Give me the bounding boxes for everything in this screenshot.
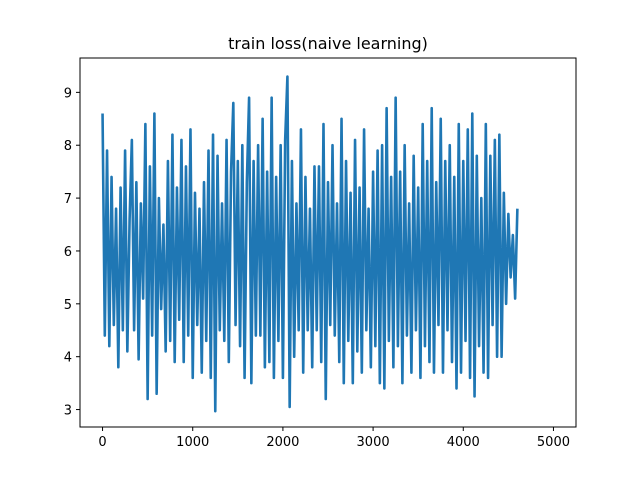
chart-title: train loss(naive learning) <box>228 34 428 53</box>
x-axis: 0 1000 2000 3000 4000 5000 <box>98 427 570 450</box>
y-tick-label: 3 <box>64 404 72 419</box>
plot-area <box>101 75 519 413</box>
y-tick-label: 9 <box>64 86 72 101</box>
x-tick-label: 1000 <box>176 435 209 450</box>
y-tick-label: 5 <box>64 298 72 313</box>
plot-frame <box>79 57 577 428</box>
y-tick-label: 6 <box>64 245 72 260</box>
x-tick-label: 5000 <box>537 435 570 450</box>
x-tick-label: 0 <box>98 435 106 450</box>
y-tick-label: 8 <box>64 139 72 154</box>
series-line-0 <box>101 75 519 413</box>
x-tick-label: 2000 <box>266 435 299 450</box>
x-tick-label: 4000 <box>447 435 480 450</box>
x-tick-label: 3000 <box>357 435 390 450</box>
y-tick-label: 7 <box>64 192 72 207</box>
y-axis: 3 4 5 6 7 8 9 <box>64 86 80 419</box>
y-tick-label: 4 <box>64 351 72 366</box>
